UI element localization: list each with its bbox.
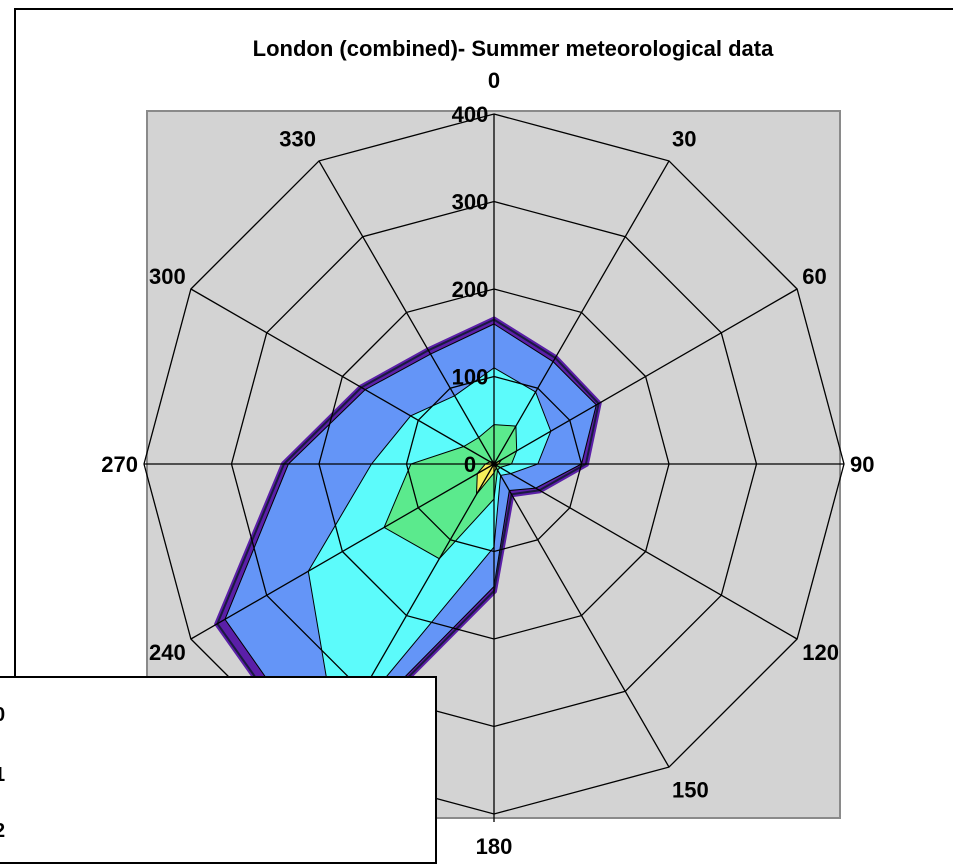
direction-label-240: 240: [149, 640, 186, 665]
direction-label-300: 300: [149, 264, 186, 289]
radial-tick-300: 300: [452, 190, 489, 215]
direction-label-0: 0: [488, 68, 500, 93]
legend-entry-2: 2: [0, 820, 5, 843]
radial-tick-100: 100: [452, 365, 489, 390]
direction-label-90: 90: [850, 452, 874, 477]
direction-label-180: 180: [476, 834, 513, 859]
legend: 0 1 2: [0, 676, 437, 864]
spoke-10: [190, 288, 495, 465]
direction-label-150: 150: [672, 778, 709, 803]
spoke-2: [493, 288, 798, 465]
radial-tick-200: 200: [452, 277, 489, 302]
direction-label-30: 30: [672, 126, 696, 151]
spoke-11: [318, 160, 495, 465]
spoke-8: [190, 463, 495, 640]
radial-tick-400: 400: [452, 102, 489, 127]
radial-tick-0: 0: [464, 452, 476, 477]
direction-label-270: 270: [101, 452, 138, 477]
legend-entry-0: 0: [0, 704, 5, 727]
legend-entry-1: 1: [0, 764, 5, 787]
chart-frame: [14, 8, 953, 864]
spoke-1: [493, 160, 670, 465]
grid-layer: [143, 113, 845, 822]
direction-label-120: 120: [802, 640, 839, 665]
spoke-5: [493, 463, 670, 768]
direction-label-60: 60: [802, 264, 826, 289]
chart-title: London (combined)- Summer meteorological…: [253, 36, 774, 61]
direction-label-330: 330: [279, 126, 316, 151]
label-layer: 0306090120150180210240270300330010020030…: [101, 68, 874, 859]
spoke-4: [493, 463, 798, 640]
